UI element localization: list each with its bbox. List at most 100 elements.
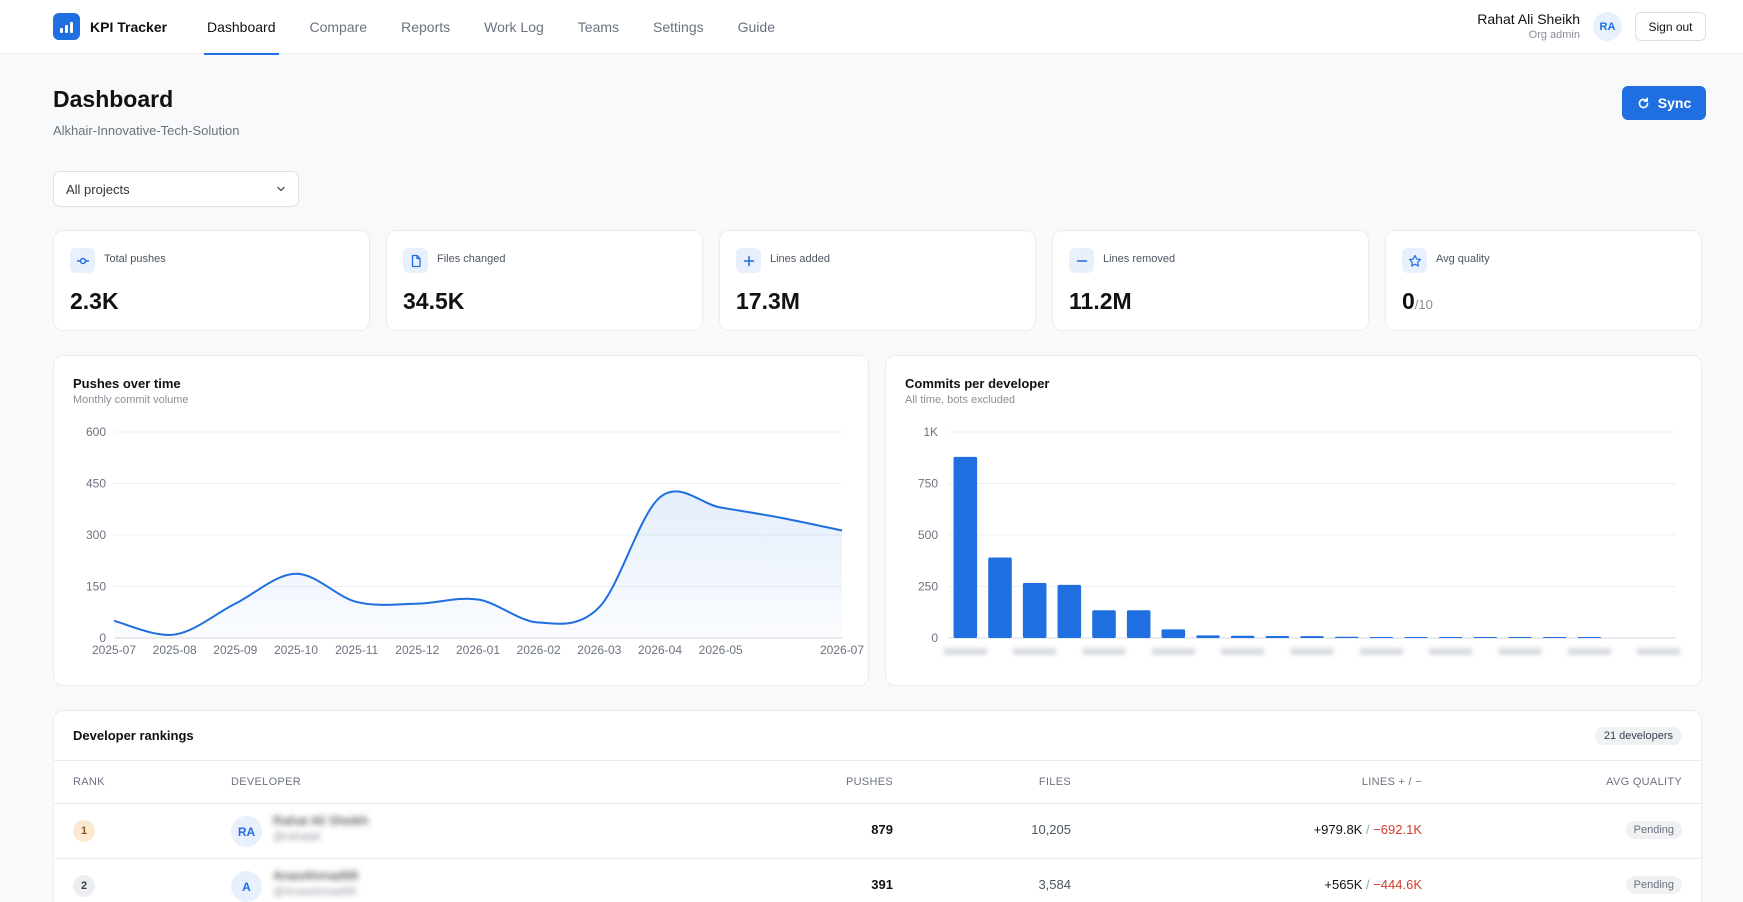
bar: [1022, 582, 1047, 638]
y-tick-label: 450: [86, 477, 106, 491]
bar: [1334, 636, 1359, 638]
x-tick-label: 2026-03: [577, 643, 621, 657]
col-files[interactable]: FILES: [1038, 776, 1071, 788]
tab-settings[interactable]: Settings: [653, 19, 704, 35]
tab-compare[interactable]: Compare: [309, 19, 368, 35]
col-pushes[interactable]: PUSHES: [845, 776, 893, 788]
bar: [1230, 635, 1255, 638]
rank-badge: 2: [73, 875, 95, 897]
quality-status-badge: Pending: [1625, 876, 1682, 894]
stat-card-files-changed: Files changed 34.5K: [386, 230, 703, 331]
stat-value: 11.2M: [1069, 288, 1132, 314]
stat-value: 34.5K: [403, 288, 465, 314]
bar: [1577, 637, 1602, 638]
rank-badge: 1: [73, 820, 95, 842]
x-tick-label: 2026-01: [456, 643, 500, 657]
y-tick-label: 500: [918, 528, 938, 542]
lines-removed-value: −692.1K: [1373, 822, 1422, 837]
stat-value: 0/10: [1402, 288, 1433, 315]
brand-name: KPI Tracker: [90, 18, 168, 35]
sync-label: Sync: [1657, 95, 1692, 111]
rankings-header: RANK DEVELOPER PUSHES FILES LINES + / − …: [54, 760, 1701, 804]
x-tick-label-redacted: [1012, 648, 1057, 655]
nav-tabs: Dashboard Compare Reports Work Log Teams…: [190, 0, 792, 55]
bar: [1196, 635, 1220, 638]
bar: [953, 456, 978, 638]
lines-removed-value: −444.6K: [1373, 877, 1422, 892]
col-lines[interactable]: LINES + / −: [1361, 776, 1422, 788]
chart-subtitle: Monthly commit volume: [73, 394, 189, 406]
sync-button[interactable]: Sync: [1622, 86, 1706, 120]
bar-chart-icon: [53, 13, 80, 40]
minus-icon: [1069, 248, 1094, 273]
stat-cards: Total pushes 2.3K Files changed 34.5K Li…: [53, 230, 1702, 331]
avatar[interactable]: RA: [1593, 12, 1622, 41]
developer-rankings: Developer rankings 21 developers RANK DE…: [53, 710, 1702, 902]
quality-status-badge: Pending: [1625, 821, 1682, 839]
x-tick-label-redacted: [1359, 648, 1404, 655]
files-value: 10,205: [1031, 822, 1071, 837]
tab-dashboard[interactable]: Dashboard: [190, 0, 293, 55]
commits-bar-chart: 0 250 500 750 1K: [918, 425, 1681, 655]
sign-out-button[interactable]: Sign out: [1635, 12, 1706, 41]
chevron-down-icon: [277, 186, 285, 192]
developer-name-redacted: AnasAhmad99: [273, 868, 359, 883]
x-tick-label-redacted: [1428, 648, 1473, 655]
project-select[interactable]: All projects: [53, 171, 299, 207]
col-avg-quality[interactable]: AVG QUALITY: [1606, 776, 1682, 788]
pushes-line-chart: 0 150 300 450 600 2025-07 2025-08 2025-09 2025-1…: [86, 425, 864, 657]
pushes-over-time-card: Pushes over time Monthly commit volume 0…: [53, 355, 869, 686]
y-tick-label: 150: [86, 580, 106, 594]
bar: [1126, 610, 1151, 638]
brand[interactable]: KPI Tracker: [53, 13, 167, 40]
table-row[interactable]: 1 RA Rahat Ali Sheikh @rahatali 879 10,2…: [54, 804, 1701, 859]
user-role: Org admin: [1528, 29, 1580, 41]
x-tick-label-redacted: [1567, 648, 1612, 655]
x-tick-label: 2025-10: [274, 643, 318, 657]
lines-added-value: +565K: [1324, 877, 1363, 892]
developer-info: AnasAhmad99 @AnasAhmad99: [273, 868, 358, 898]
chart-title: Commits per developer: [905, 376, 1050, 391]
stat-label: Files changed: [437, 253, 506, 265]
files-value: 3,584: [1038, 877, 1071, 892]
col-rank[interactable]: RANK: [73, 776, 105, 788]
tab-work-log[interactable]: Work Log: [484, 19, 544, 35]
bar: [988, 557, 1012, 638]
lines-added-value: +979.8K: [1313, 822, 1363, 837]
bar: [1161, 629, 1186, 638]
commit-icon: [70, 248, 95, 273]
org-name: Alkhair-Innovative-Tech-Solution: [53, 123, 240, 138]
developer-info: Rahat Ali Sheikh @rahatali: [273, 813, 368, 843]
plus-icon: [736, 248, 761, 273]
bar: [1438, 637, 1463, 638]
x-tick-label-redacted: [1082, 648, 1126, 655]
table-row[interactable]: 2 A AnasAhmad99 @AnasAhmad99 391 3,584 +…: [54, 859, 1701, 902]
bar: [1057, 584, 1082, 638]
project-select-value: All projects: [66, 181, 130, 197]
y-tick-label: 250: [918, 580, 938, 594]
pushes-value: 391: [871, 877, 893, 892]
rankings-title: Developer rankings: [73, 728, 194, 743]
tab-guide[interactable]: Guide: [737, 19, 775, 35]
commits-per-developer-card: Commits per developer All time, bots exc…: [885, 355, 1702, 686]
y-tick-label: 600: [86, 425, 106, 439]
developer-handle-redacted: @rahatali: [273, 831, 321, 843]
x-tick-label: 2025-07: [92, 643, 136, 657]
y-tick-label: 0: [99, 631, 106, 645]
bar: [1404, 637, 1428, 638]
x-tick-label-redacted: [1636, 648, 1681, 655]
bar: [1300, 636, 1324, 638]
tab-reports[interactable]: Reports: [401, 19, 451, 35]
tab-teams[interactable]: Teams: [577, 19, 620, 35]
developer-handle-redacted: @AnasAhmad99: [273, 886, 357, 898]
user-name: Rahat Ali Sheikh: [1477, 11, 1580, 27]
bar: [1092, 610, 1116, 638]
stat-value: 17.3M: [736, 288, 800, 314]
col-developer[interactable]: DEVELOPER: [231, 776, 301, 788]
x-tick-label-redacted: [1151, 648, 1196, 655]
x-tick-label-redacted: [1498, 648, 1542, 655]
bar: [1473, 637, 1498, 638]
x-tick-label: 2025-12: [395, 643, 439, 657]
x-tick-label: 2025-09: [213, 643, 257, 657]
user-info: Rahat Ali Sheikh Org admin: [1477, 11, 1580, 41]
